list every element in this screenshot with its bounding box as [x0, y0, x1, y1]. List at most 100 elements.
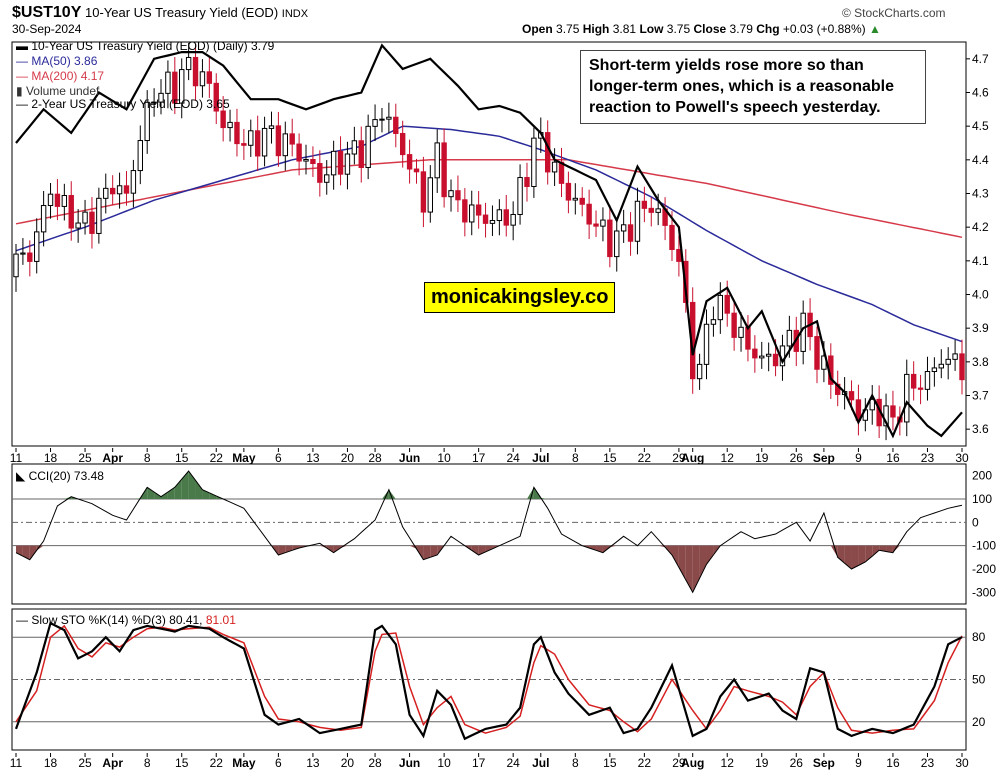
volume-bars-icon: ▮	[16, 84, 23, 98]
low-label: Low	[639, 22, 664, 36]
candle-body	[738, 326, 744, 338]
candle-body	[910, 373, 917, 389]
price-xtick-label: Jun	[399, 451, 420, 465]
candle-body	[227, 121, 233, 129]
cci-oversold-fill	[685, 545, 693, 593]
candle-body	[254, 130, 261, 157]
candle-body	[241, 143, 247, 146]
candle-body	[544, 132, 551, 173]
price-ytick-label: 4.2	[972, 220, 989, 234]
cci-ytick-label: -300	[972, 585, 996, 599]
price-xtick-label: Jul	[532, 451, 549, 465]
legend-price: ▬ 10-Year US Treasury Yield (EOD) (Daily…	[16, 39, 274, 53]
candle-body	[765, 353, 772, 357]
candle-body	[220, 110, 226, 129]
price-xtick-label: 16	[886, 451, 900, 465]
candle-body	[462, 199, 468, 223]
cci-overbought-fill	[526, 487, 534, 499]
price-xtick-label: 29	[672, 451, 686, 465]
sto-ytick-label: 20	[972, 715, 986, 729]
sto-label-d: 81.01	[202, 613, 236, 627]
candle-body	[745, 326, 751, 350]
candle-body	[814, 336, 820, 370]
cci-oversold-fill	[671, 545, 679, 568]
candle-body	[475, 204, 482, 216]
legend-ma50: — MA(50) 3.86	[16, 54, 97, 68]
price-ytick-label: 3.6	[972, 422, 989, 436]
candle-body	[503, 209, 509, 226]
cci-oversold-fill	[858, 545, 866, 566]
open-label: Open	[522, 22, 553, 36]
candle-body	[303, 158, 309, 162]
candle-body	[75, 222, 81, 229]
price-ytick-label: 4.6	[972, 86, 989, 100]
candle-body	[344, 153, 351, 175]
chart-date: 30-Sep-2024	[12, 22, 82, 36]
sto-label-k: Slow STO %K(14) %D(3) 80.41,	[31, 613, 203, 627]
cci-oversold-fill	[830, 545, 838, 558]
candle-body	[330, 150, 337, 176]
candle-body	[386, 116, 392, 120]
candle-body	[20, 252, 26, 255]
candle-body	[510, 213, 516, 226]
price-panel-frame	[11, 41, 967, 447]
candle-body	[710, 319, 717, 325]
cci-oversold-fill	[596, 545, 603, 553]
sto-line-icon: —	[16, 613, 28, 627]
price-ytick-label: 3.9	[972, 321, 989, 335]
candle-body	[324, 174, 330, 183]
candle-body	[772, 353, 779, 367]
candle-body	[172, 71, 178, 104]
candle-body	[206, 71, 213, 84]
candle-body	[144, 101, 150, 142]
price-xtick-label: 17	[472, 451, 486, 465]
cci-oversold-fill	[678, 545, 686, 580]
cci-oversold-fill	[589, 545, 597, 551]
price-xtick-label: 8	[572, 451, 579, 465]
cci-overbought-fill	[195, 480, 203, 499]
price-xtick-label: 8	[144, 451, 151, 465]
cci-overbought-fill	[188, 471, 196, 499]
candle-body	[938, 363, 944, 369]
candle-body	[275, 125, 282, 157]
candle-body	[40, 205, 47, 233]
candle-body	[627, 224, 634, 242]
sto-xtick-label: 19	[755, 756, 769, 770]
annotation-box: Short-term yields rose more so than long…	[580, 50, 926, 124]
watermark: monicakingsley.co	[424, 282, 616, 313]
candle-body	[158, 92, 164, 103]
sto-k-line	[14, 621, 963, 741]
candle-body	[717, 294, 724, 321]
price-xtick-label: 30	[955, 451, 969, 465]
candle-body	[185, 56, 192, 71]
candle-body	[572, 197, 579, 201]
candle-body	[489, 220, 496, 224]
candle-body	[952, 353, 958, 360]
candle-body	[786, 329, 793, 347]
candle-body	[448, 190, 454, 198]
candle-body	[399, 132, 406, 156]
candle-body	[752, 348, 758, 359]
sto-xtick-label: 9	[855, 756, 862, 770]
candle-body	[579, 197, 585, 205]
sto-xtick-label: Sep	[813, 756, 835, 770]
sto-xtick-label: May	[232, 756, 256, 770]
cci-ytick-label: 200	[972, 469, 992, 483]
candle-body	[296, 143, 302, 162]
sto-xtick-label: Jul	[532, 756, 549, 770]
legend-ma200: — MA(200) 4.17	[16, 69, 104, 83]
candle-body	[634, 200, 641, 242]
sto-xtick-label: 6	[275, 756, 282, 770]
sto-xtick-label: 17	[472, 756, 486, 770]
sto-xtick-label: 23	[921, 756, 935, 770]
cci-label: ◣ CCI(20) 73.48	[16, 469, 104, 483]
price-xtick-label: 10	[437, 451, 451, 465]
sto-ytick-label: 80	[972, 630, 986, 644]
candle-body	[82, 211, 88, 224]
price-xtick-label: 24	[506, 451, 520, 465]
candle-body	[427, 177, 434, 213]
price-xtick-label: 11	[10, 451, 23, 465]
candle-body	[434, 142, 440, 179]
